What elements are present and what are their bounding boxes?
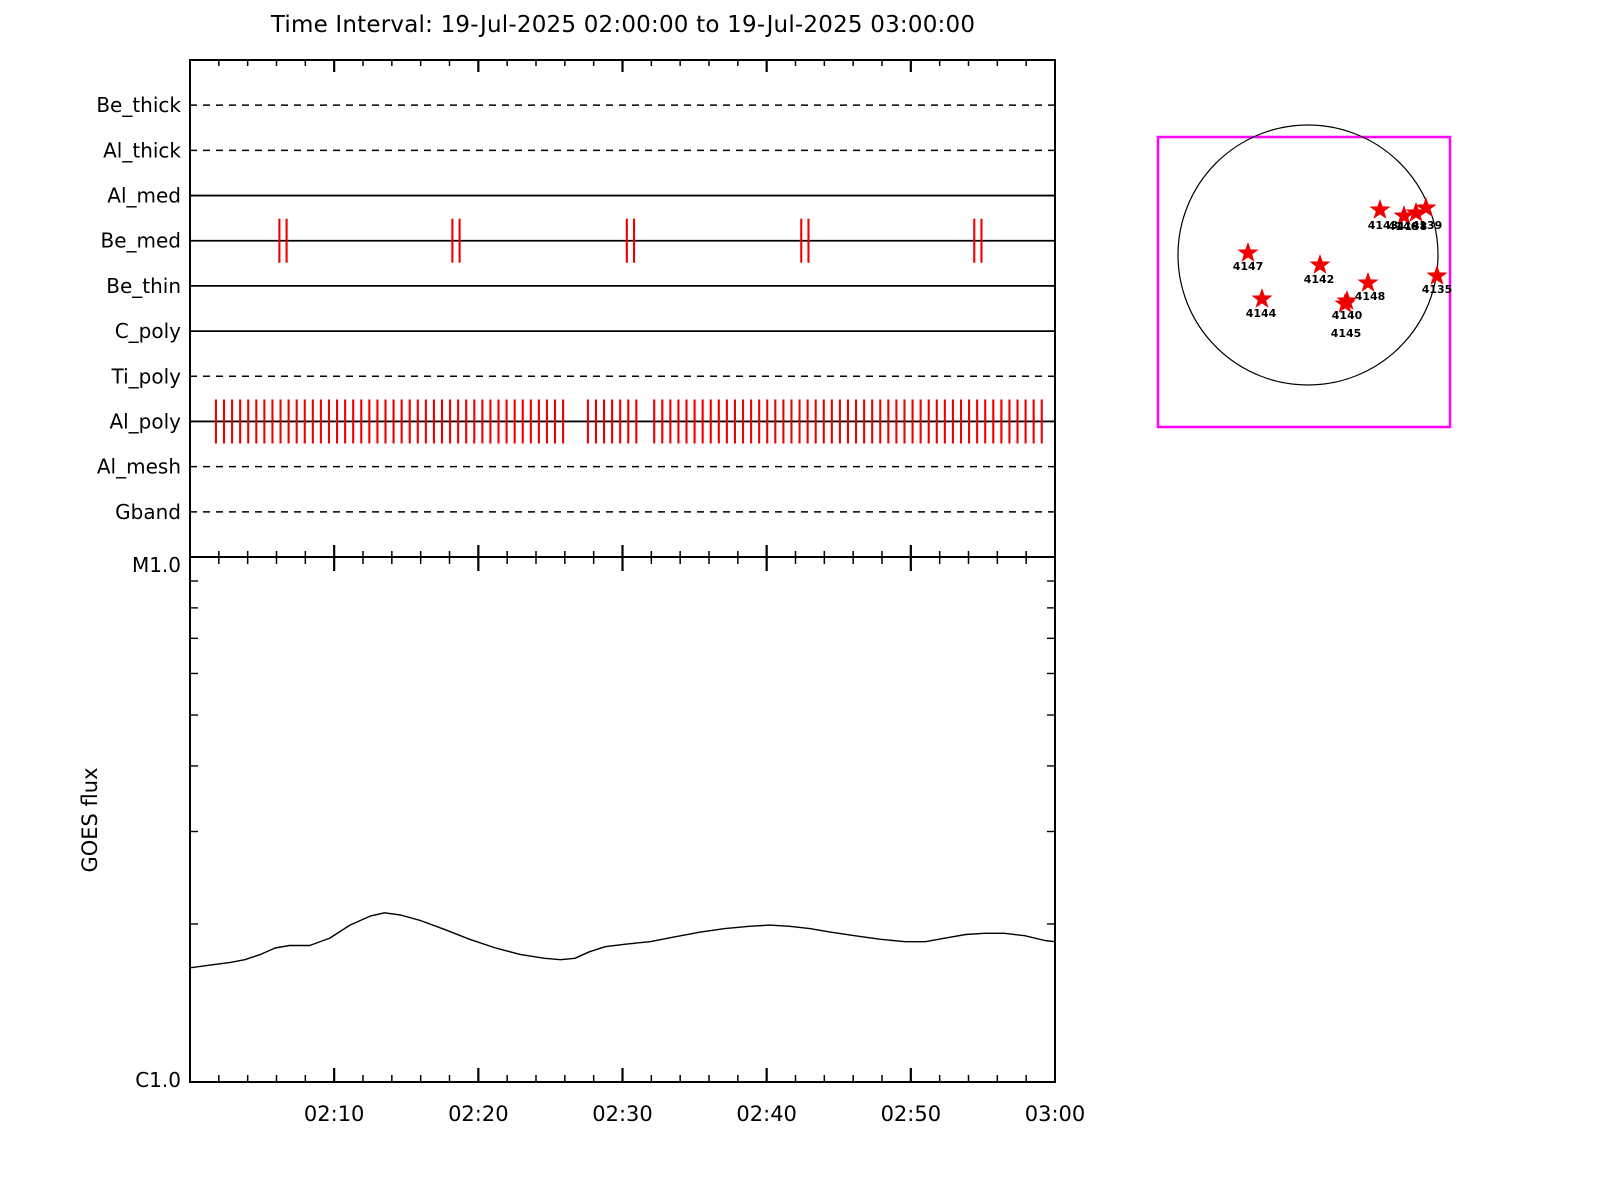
active-region-label: 4142 — [1304, 273, 1335, 286]
goes-flux-curve — [189, 912, 1056, 969]
active-region-label: 4138 — [1397, 220, 1428, 233]
filter-row-label: Al_thick — [103, 138, 181, 162]
active-region-star-4147 — [1237, 242, 1259, 262]
active-region-label: 4147 — [1233, 260, 1264, 273]
active-region-star-4145 — [1334, 293, 1356, 313]
active-region-label: 4139 — [1412, 219, 1443, 232]
active-region-star-4138 — [1405, 202, 1427, 222]
active-region-label: 4146 — [1388, 220, 1419, 233]
filter-row-label: C_poly — [115, 319, 181, 343]
filter-panel-frame — [189, 59, 1056, 558]
active-region-star-4142 — [1309, 254, 1331, 274]
filter-row-label: Be_thick — [96, 93, 181, 117]
active-region-label: 4145 — [1331, 327, 1362, 340]
active-region-star-4146 — [1393, 205, 1415, 225]
filter-row-label: Be_med — [100, 229, 181, 253]
goes-panel-frame — [189, 556, 1056, 1083]
x-tick-label: 02:30 — [592, 1102, 653, 1126]
active-region-star-4135 — [1426, 265, 1448, 285]
active-region-star-4148 — [1357, 272, 1379, 292]
x-tick-label: 03:00 — [1025, 1102, 1086, 1126]
active-region-label: 4148 — [1355, 290, 1386, 303]
x-tick-label: 02:40 — [736, 1102, 797, 1126]
fov-box — [1156, 135, 1452, 429]
x-tick-label: 02:50 — [881, 1102, 942, 1126]
filter-row-label: Al_poly — [109, 409, 181, 433]
filter-row-label: Gband — [115, 500, 181, 524]
active-region-label: 4135 — [1422, 283, 1453, 296]
solar-limb-circle — [1177, 124, 1439, 386]
active-region-label: 4144 — [1246, 307, 1277, 320]
goes-ymin-label: C1.0 — [135, 1068, 181, 1092]
active-region-star-4143 — [1369, 199, 1391, 219]
filter-row-label: Al_med — [107, 184, 181, 208]
x-tick-label: 02:20 — [448, 1102, 509, 1126]
active-region-label: 4140 — [1332, 309, 1363, 322]
filter-row-label: Al_mesh — [97, 455, 181, 479]
filter-row-label: Ti_poly — [111, 364, 182, 388]
active-region-star-4144 — [1251, 288, 1273, 308]
active-region-label: 4143 — [1368, 219, 1399, 232]
active-region-star-4139 — [1415, 197, 1437, 217]
filter-row-label: Be_thin — [106, 274, 181, 298]
goes-ymax-label: M1.0 — [132, 553, 181, 577]
plot-title: Time Interval: 19-Jul-2025 02:00:00 to 1… — [270, 12, 976, 38]
x-tick-label: 02:10 — [304, 1102, 365, 1126]
